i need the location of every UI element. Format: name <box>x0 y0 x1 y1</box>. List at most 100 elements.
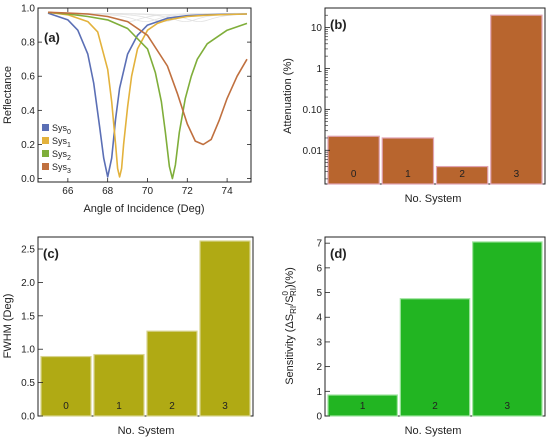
panel-label-d: (d) <box>330 246 347 261</box>
x-axis-label-d: No. System <box>405 425 462 437</box>
bar-label-1: 1 <box>116 401 122 412</box>
x-tick-label: 68 <box>102 186 114 197</box>
y-label-d-sub2: RI <box>289 288 298 296</box>
bar-label-2: 2 <box>459 169 465 180</box>
legend-subscript: 0 <box>67 129 71 136</box>
legend-swatch-sys0 <box>42 124 49 131</box>
legend-subscript: 1 <box>67 142 71 149</box>
bar-0 <box>327 135 380 185</box>
bar-0 <box>40 355 92 417</box>
bar-label-2: 2 <box>432 401 438 412</box>
series-line-sys1 <box>47 11 248 178</box>
panel-c: 0 1 2 3 0.0 0.5 1.0 1.5 2.0 2.5 (c) No. System F… <box>2 236 254 437</box>
y-label-d-sub1: RI <box>289 306 298 314</box>
x-tick-label: 74 <box>222 186 234 197</box>
series-line-sys2 <box>47 11 248 180</box>
y-tick-label: 5 <box>316 288 322 299</box>
bar-2 <box>146 330 198 417</box>
legend-name: Sys <box>52 123 68 133</box>
y-tick-label: 0.6 <box>21 72 35 83</box>
y-tick-label: 0.0 <box>21 174 35 185</box>
y-tick-label: 2.5 <box>21 245 35 256</box>
bar-label-1: 1 <box>360 401 366 412</box>
y-tick-label: 2 <box>316 362 322 373</box>
bar-label-2: 2 <box>169 401 175 412</box>
panel-b: 0 1 2 3 0.01 0.10 1 10 (b) No. System Attenuat… <box>282 7 546 205</box>
y-tick-label: 1 <box>316 387 322 398</box>
bar-2 <box>399 298 471 417</box>
bar-label-0: 0 <box>351 169 357 180</box>
x-axis-label-a: Angle of Incidence (Deg) <box>83 203 204 215</box>
panel-d: 1 2 3 0 1 2 3 4 5 6 7 (d) No. System Sensitivity … <box>281 236 546 437</box>
legend-label-sys1: Sys1 <box>52 136 71 149</box>
y-tick-label: 0.10 <box>303 105 323 116</box>
y-tick-label: 1 <box>316 64 322 75</box>
x-tick-label: 66 <box>62 186 74 197</box>
y-axis-label-b: Attenuation (%) <box>282 58 294 134</box>
y-ticks-a: 0.0 0.2 0.4 0.6 0.8 1.0 <box>21 4 251 185</box>
bars-c: 0 1 2 3 <box>40 240 251 417</box>
legend-swatch-sys2 <box>42 150 49 157</box>
y-tick-label: 0.0 <box>21 412 35 423</box>
y-tick-label: 1.0 <box>21 345 35 356</box>
x-axis-label-b: No. System <box>405 193 462 205</box>
legend-swatch-sys3 <box>42 163 49 170</box>
y-ticks-d: 0 1 2 3 4 5 6 7 <box>316 239 330 423</box>
y-tick-label: 6 <box>316 263 322 274</box>
bar-label-0: 0 <box>63 401 69 412</box>
bar-label-1: 1 <box>405 169 411 180</box>
panel-label-c: (c) <box>43 246 59 261</box>
y-label-d-sup: 0 <box>281 290 290 295</box>
panel-label-a: (a) <box>44 30 60 45</box>
y-label-d-pre: Sensitivity (ΔS <box>284 314 296 385</box>
bar-3 <box>472 241 543 417</box>
y-label-d-mid: /S <box>284 295 296 305</box>
x-axis-label-c: No. System <box>118 425 175 437</box>
bar-label-3: 3 <box>514 169 520 180</box>
y-tick-label: 0.2 <box>21 140 35 151</box>
y-tick-label: 2.0 <box>21 278 35 289</box>
bar-2 <box>435 165 489 185</box>
x-ticks-a: 66 68 70 72 74 <box>62 8 233 197</box>
series-line-sys3 <box>47 11 248 146</box>
bar-1 <box>327 394 398 417</box>
bars-b: 0 1 2 3 <box>327 14 543 185</box>
bar-3 <box>490 14 543 185</box>
legend-subscript: 3 <box>67 168 71 175</box>
y-tick-label: 4 <box>316 313 322 324</box>
bar-label-3: 3 <box>222 401 228 412</box>
bar-1 <box>93 353 145 417</box>
panel-label-b: (b) <box>330 17 347 32</box>
legend-name: Sys <box>52 136 68 146</box>
x-tick-label: 70 <box>142 186 154 197</box>
bar-1 <box>381 137 435 185</box>
y-tick-label: 0.5 <box>21 378 35 389</box>
legend-label-sys2: Sys2 <box>52 149 71 162</box>
y-tick-label: 0.4 <box>21 106 35 117</box>
bars-d: 1 2 3 <box>327 241 543 417</box>
legend-label-sys3: Sys3 <box>52 162 71 175</box>
bar-label-3: 3 <box>505 401 511 412</box>
y-ticks-c: 0.0 0.5 1.0 1.5 2.0 2.5 <box>21 245 43 423</box>
y-axis-label-d: Sensitivity (ΔSRI/S0RI)(%) <box>281 267 298 385</box>
legend-subscript: 2 <box>67 155 71 162</box>
y-tick-label: 10 <box>311 23 323 34</box>
y-label-d-post: )(%) <box>284 267 296 288</box>
curves-a <box>47 11 248 180</box>
legend-name: Sys <box>52 162 68 172</box>
y-tick-label: 1.0 <box>21 4 35 15</box>
y-tick-label: 0 <box>316 412 322 423</box>
y-axis-label-c: FWHM (Deg) <box>2 294 14 359</box>
legend-swatch-sys1 <box>42 137 49 144</box>
y-ticks-b: 0.01 0.10 1 10 <box>303 7 330 180</box>
y-tick-label: 1.5 <box>21 311 35 322</box>
legend-label-sys0: Sys0 <box>52 123 71 136</box>
y-tick-label: 3 <box>316 337 322 348</box>
y-tick-label: 7 <box>316 239 322 250</box>
bar-3 <box>199 240 251 417</box>
legend-name: Sys <box>52 149 68 159</box>
x-tick-label: 72 <box>182 186 194 197</box>
panel-a: 66 68 70 72 74 0.0 0.2 0.4 0.6 0.8 1.0 (a) Angle … <box>2 4 252 215</box>
